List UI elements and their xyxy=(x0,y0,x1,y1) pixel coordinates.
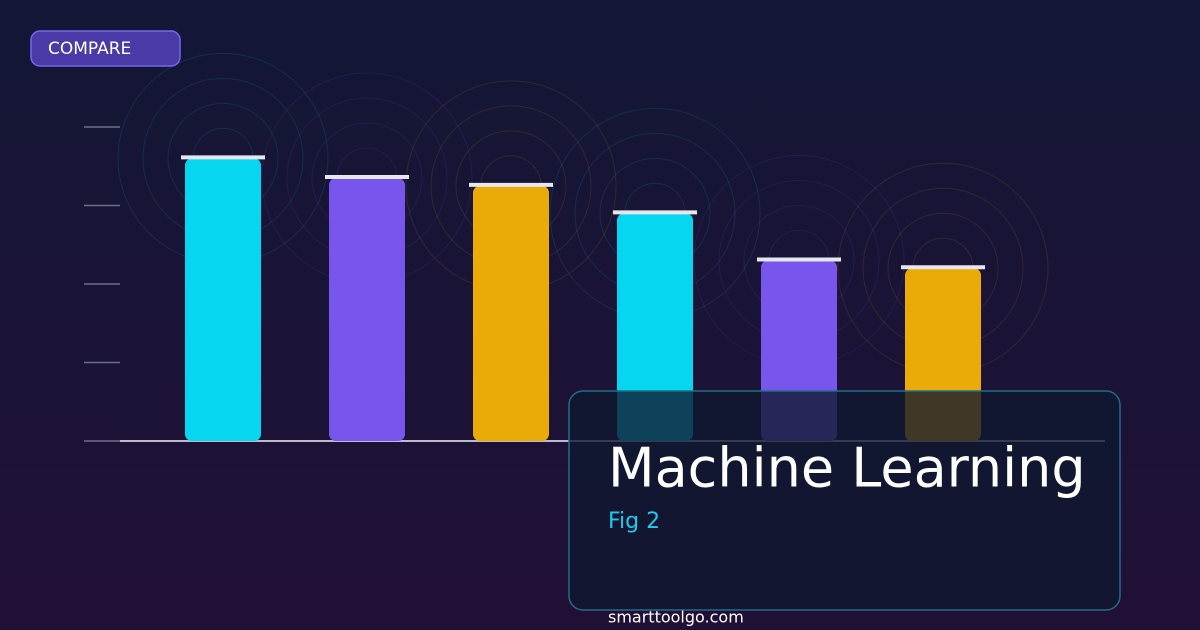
panel-title: Machine Learning xyxy=(608,437,1086,500)
bar xyxy=(185,158,261,441)
footer: smarttoolgo.com xyxy=(608,608,744,627)
panel-subtitle: Fig 2 xyxy=(608,509,660,534)
badge xyxy=(30,30,181,67)
badge-label: COMPARE xyxy=(48,39,131,59)
bar xyxy=(329,178,405,441)
bar xyxy=(473,185,549,441)
info-panel xyxy=(568,390,1121,611)
bar xyxy=(617,213,693,441)
